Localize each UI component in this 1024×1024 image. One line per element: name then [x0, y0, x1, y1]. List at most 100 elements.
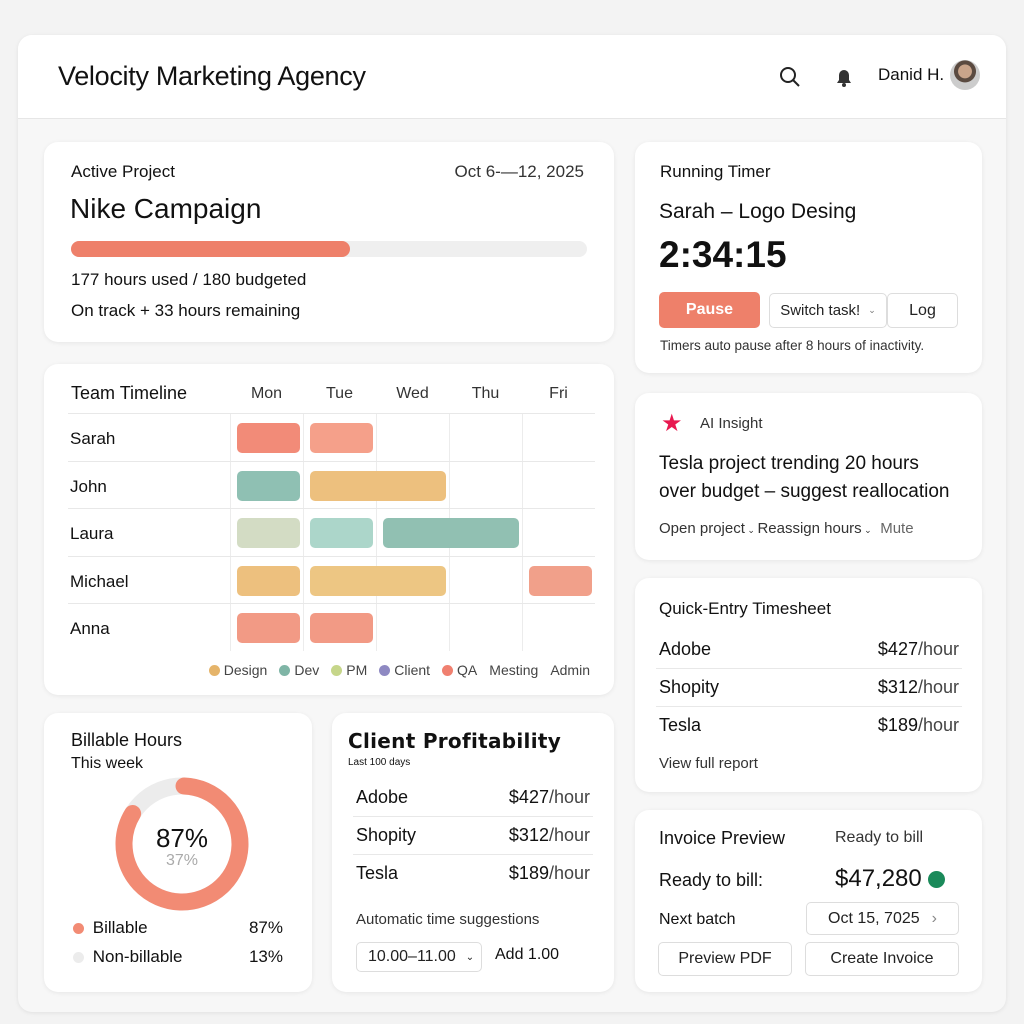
rate-value: $427 [877, 639, 918, 659]
legend-item-client: Client [379, 662, 430, 678]
legend-value: 87% [248, 918, 283, 937]
client-name: Tesla [659, 715, 702, 735]
timeline-bar[interactable] [237, 565, 300, 596]
day-divider [522, 413, 523, 651]
ai-insight-card: ★ AI Insight Tesla project trending 20 h… [635, 393, 982, 560]
timeline-bar[interactable] [310, 518, 373, 548]
rate-unit: /hour [548, 825, 590, 845]
day-header-fri: Fri [549, 385, 568, 402]
legend-dot [208, 665, 220, 676]
legend-dot [279, 665, 291, 676]
timeline-bar[interactable] [310, 613, 373, 643]
timeline-bar[interactable] [237, 470, 300, 501]
legend-dot [379, 665, 391, 676]
timeline-bar[interactable] [237, 518, 300, 548]
avatar[interactable] [950, 60, 980, 90]
time-range-select[interactable]: 10.00–11.00 ⌄ [356, 942, 482, 972]
legend-item-pm: PM [331, 662, 367, 678]
client-rate: $189/hour [659, 715, 959, 736]
timeline-bar[interactable] [383, 518, 519, 548]
user-name[interactable]: Danid H. [878, 65, 945, 84]
legend-non-billable: Non-billable 13% [73, 947, 283, 967]
legend-item-admin: Admin [550, 662, 590, 678]
client-rate: $189/hour [356, 863, 590, 884]
legend-billable: Billable 87% [73, 918, 283, 938]
invoice-amount: $47,280 [835, 865, 922, 892]
day-header-thu: Thu [471, 385, 500, 402]
donut-billable-arc [115, 777, 249, 911]
project-name[interactable]: Nike Campaign [70, 193, 262, 224]
timeline-bar[interactable] [310, 565, 446, 596]
app-header: Velocity Marketing Agency Danid H. [18, 35, 1006, 119]
view-full-report-link[interactable]: View full report [659, 755, 758, 772]
status-dot [928, 871, 945, 888]
date-range: Oct 6-—12, 2025 [454, 162, 584, 181]
legend-dot [442, 665, 454, 676]
legend-label: Billable [92, 918, 148, 937]
profitability-subtitle: Last 100 days [348, 757, 411, 768]
pause-button[interactable]: Pause [659, 292, 760, 328]
legend-label: QA [457, 662, 478, 678]
rate-unit: /hour [917, 677, 959, 697]
legend-dot [73, 952, 84, 963]
time-range-value: 10.00–11.00 [368, 948, 456, 965]
invoice-status: Ready to bill [835, 829, 924, 846]
create-invoice-button[interactable]: Create Invoice [805, 942, 959, 976]
invoice-preview-card: Invoice Preview Ready to bill Ready to b… [635, 810, 982, 992]
legend-item-dev: Dev [279, 662, 319, 678]
status-text: On track + 33 hours remaining [71, 301, 301, 320]
timeline-bar[interactable] [237, 613, 300, 643]
client-name: Tesla [356, 863, 399, 883]
quick-entry-title: Quick-Entry Timesheet [659, 599, 831, 618]
timeline-bar[interactable] [529, 565, 592, 596]
client-rate: $427/hour [659, 639, 959, 660]
member-name[interactable]: Sarah [70, 429, 116, 448]
client-rate: $312/hour [659, 677, 959, 698]
timeline-bar[interactable] [310, 423, 373, 453]
log-button[interactable]: Log [887, 293, 958, 328]
rate-unit: /hour [548, 863, 590, 883]
switch-task-label: Switch task! [780, 302, 861, 319]
row-divider [656, 706, 962, 707]
client-name: Shopity [659, 677, 720, 697]
rate-value: $427 [508, 787, 549, 807]
timeline-legend: Design Dev PM Client QA Mesting Admin [197, 662, 590, 678]
open-project-action[interactable]: Open project [659, 520, 745, 537]
bell-icon[interactable] [832, 65, 856, 89]
add-time-button[interactable]: Add 1.00 [495, 946, 560, 963]
next-batch-label: Next batch [659, 911, 736, 928]
rate-unit: /hour [917, 715, 959, 735]
legend-value: 13% [248, 947, 283, 966]
member-name[interactable]: Laura [70, 524, 114, 543]
legend-label: Design [223, 662, 268, 678]
next-batch-date[interactable]: Oct 15, 7025 › [806, 902, 959, 935]
budget-progress-bar [71, 241, 587, 257]
mute-action[interactable]: Mute [880, 520, 914, 537]
card-label: Active Project [71, 162, 175, 181]
insight-label: AI Insight [700, 415, 763, 432]
legend-item-mesting: Mesting [489, 662, 538, 678]
member-name[interactable]: Anna [70, 619, 110, 638]
switch-task-button[interactable]: Switch task! ⌄ [769, 293, 887, 328]
profitability-title: Client Profitability [348, 729, 562, 753]
legend-item-design: Design [208, 662, 268, 678]
timeline-bar[interactable] [310, 470, 446, 501]
ready-label: Ready to bill: [659, 870, 764, 890]
row-divider [353, 816, 593, 817]
running-timer-card: Running Timer Sarah – Logo Desing 2:34:1… [635, 142, 982, 373]
timeline-title: Team Timeline [71, 383, 188, 403]
member-name[interactable]: John [70, 476, 107, 496]
billable-subtitle: This week [71, 755, 144, 772]
timeline-bar[interactable] [237, 423, 300, 453]
chevron-down-icon: ⌄ [868, 305, 876, 315]
chevron-down-icon: ⌄ [861, 525, 875, 535]
search-icon[interactable] [778, 65, 802, 89]
insight-actions: Open project ⌄ Reassign hours ⌄ Mute [659, 520, 914, 537]
team-timeline-card: Team Timeline Mon Tue Wed Thu Fri Sarah John La… [44, 364, 614, 695]
reassign-hours-action[interactable]: Reassign hours [757, 520, 862, 537]
suggestions-label: Automatic time suggestions [356, 911, 540, 928]
legend-label: Admin [550, 662, 590, 678]
preview-pdf-button[interactable]: Preview PDF [658, 942, 792, 976]
day-header-wed: Wed [396, 385, 429, 402]
member-name[interactable]: Michael [70, 571, 129, 591]
